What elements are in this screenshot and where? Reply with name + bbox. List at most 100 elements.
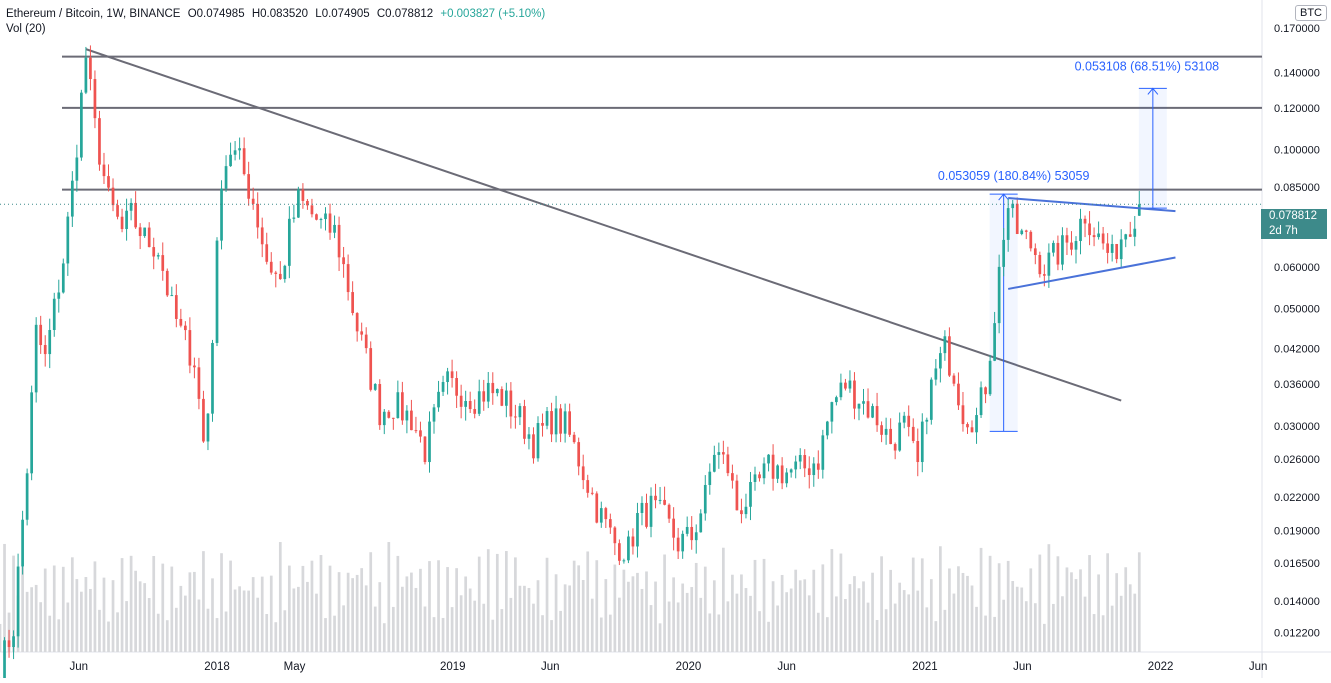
candle-body xyxy=(993,323,996,361)
volume-bar xyxy=(1047,544,1051,652)
candle-body xyxy=(663,499,666,505)
volume-bar xyxy=(98,609,101,652)
candle-body xyxy=(111,187,115,206)
open-value: O0.074985 xyxy=(187,8,245,20)
volume-bar xyxy=(825,617,829,652)
candle-body xyxy=(468,401,472,410)
candle-body xyxy=(608,519,612,528)
candle-body xyxy=(188,330,192,366)
candle-body xyxy=(495,389,499,394)
volume-bar xyxy=(514,557,517,652)
symbol-label[interactable]: Ethereum / Bitcoin, 1W, BINANCE xyxy=(6,8,181,20)
candle-body xyxy=(1092,235,1096,238)
x-tick-label: 2018 xyxy=(204,661,230,673)
candle-body xyxy=(780,465,784,484)
volume-bar xyxy=(844,599,847,652)
candle-body xyxy=(52,298,56,330)
candle-body xyxy=(39,324,43,346)
volume-bar xyxy=(287,565,291,652)
candle-body xyxy=(807,468,811,476)
candle-body xyxy=(572,434,576,443)
candle-body xyxy=(536,423,540,459)
candle-body xyxy=(1006,208,1010,240)
candle-body xyxy=(319,219,323,221)
volume-bar xyxy=(776,605,779,652)
candle-body xyxy=(66,216,70,264)
candle-body xyxy=(1033,248,1037,256)
volume-bar xyxy=(884,609,888,652)
volume-bar xyxy=(970,585,974,652)
candle-body xyxy=(703,484,707,514)
candle-body xyxy=(310,205,314,215)
volume-bar xyxy=(911,557,915,652)
volume-bar xyxy=(486,549,490,652)
volume-bar xyxy=(1074,579,1078,652)
volume-bar xyxy=(391,606,395,652)
candle-body xyxy=(89,57,92,80)
candle-body xyxy=(301,189,305,201)
candle-body xyxy=(848,380,852,389)
volume-bar xyxy=(563,584,567,652)
candle-body xyxy=(907,415,911,427)
candle-body xyxy=(1124,234,1128,240)
volume-bar xyxy=(306,581,309,652)
volume-bar xyxy=(853,576,856,652)
volume-bar xyxy=(839,553,843,652)
volume-bar xyxy=(586,551,590,652)
candle-body xyxy=(446,371,449,383)
volume-bar xyxy=(753,559,757,652)
candle-body xyxy=(12,636,15,648)
volume-bar xyxy=(184,595,187,652)
candle-body xyxy=(948,336,951,376)
volume-bar xyxy=(984,615,987,652)
candle-body xyxy=(550,411,553,435)
volume-bar xyxy=(559,610,562,652)
volume-bar xyxy=(848,584,852,652)
volume-bar xyxy=(410,572,413,652)
volume-bar xyxy=(1002,599,1006,652)
candle-body xyxy=(911,426,915,442)
last-price-tag: 0.078812 2d 7h xyxy=(1261,209,1327,239)
candle-body xyxy=(455,378,458,396)
volume-bar xyxy=(920,558,924,652)
y-tick-label: 0.026000 xyxy=(1274,454,1320,466)
candle-body xyxy=(984,387,987,395)
volume-bar xyxy=(568,585,572,652)
volume-bar xyxy=(1110,605,1114,652)
candle-body xyxy=(857,403,861,409)
candle-body xyxy=(839,382,843,398)
y-tick-label: 0.019000 xyxy=(1274,526,1320,538)
candle-body xyxy=(916,441,920,463)
volume-bar xyxy=(437,560,440,652)
candle-body xyxy=(7,640,11,648)
volume-bar xyxy=(640,588,644,652)
volume-bar xyxy=(80,591,83,652)
y-tick-label: 0.042000 xyxy=(1274,344,1320,356)
currency-badge[interactable]: BTC xyxy=(1295,5,1327,21)
candle-body xyxy=(970,427,974,433)
volume-bar xyxy=(807,595,811,652)
volume-bar xyxy=(369,552,373,652)
candle-body xyxy=(658,499,662,501)
candle-body xyxy=(147,227,151,248)
volume-bar xyxy=(518,585,522,652)
volume-bar xyxy=(25,591,29,652)
candle-body xyxy=(1015,203,1019,235)
volume-bar xyxy=(238,586,241,652)
candle-body xyxy=(898,422,902,451)
candle-body xyxy=(577,442,581,467)
volume-legend[interactable]: Vol (20) xyxy=(6,23,46,35)
volume-bar xyxy=(125,601,128,652)
candle-body xyxy=(604,508,608,520)
candle-body xyxy=(355,313,359,332)
candle-body xyxy=(1061,235,1064,265)
candle-body xyxy=(351,292,354,314)
candle-body xyxy=(102,164,106,177)
candle-body xyxy=(138,227,142,237)
volume-bar xyxy=(699,597,703,652)
volume-bar xyxy=(744,588,748,652)
volume-bar xyxy=(857,588,861,652)
volume-bar xyxy=(34,584,38,652)
